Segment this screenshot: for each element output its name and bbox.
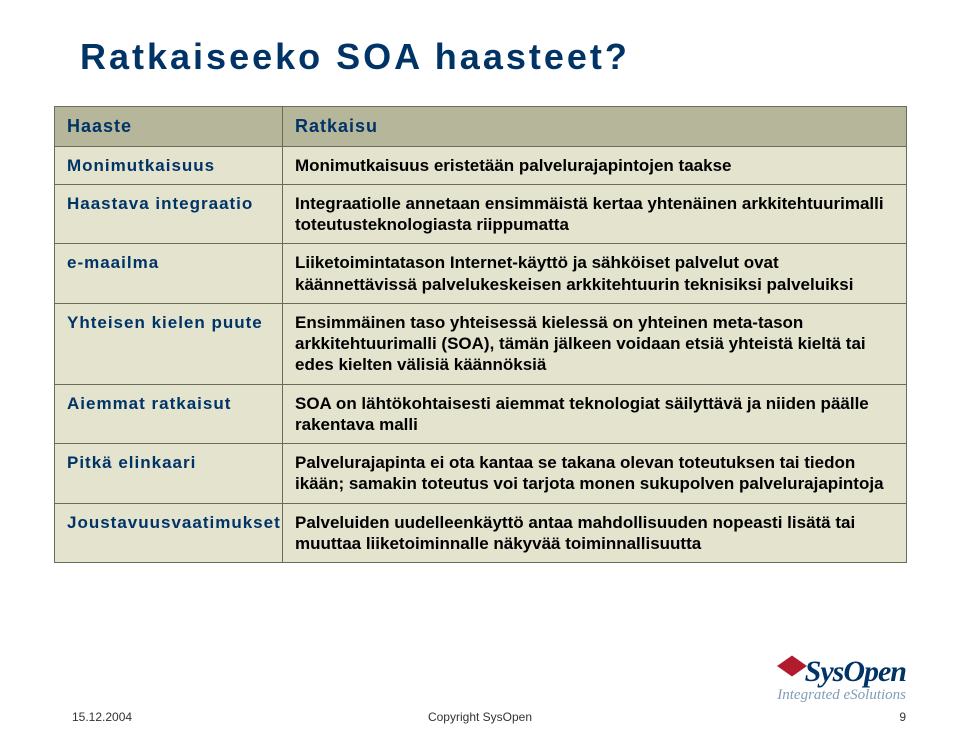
table-row: Aiemmat ratkaisut SOA on lähtökohtaisest…: [55, 384, 907, 444]
solution-cell: Palvelurajapinta ei ota kantaa se takana…: [283, 444, 907, 504]
table-header-row: Haaste Ratkaisu: [55, 107, 907, 147]
challenge-cell: Haastava integraatio: [55, 184, 283, 244]
table-row: e-maailma Liiketoimintatason Internet-kä…: [55, 244, 907, 304]
solution-cell: Integraatiolle annetaan ensimmäistä kert…: [283, 184, 907, 244]
challenge-cell: Monimutkaisuus: [55, 146, 283, 184]
challenge-cell: Joustavuusvaatimukset: [55, 503, 283, 563]
slide: Ratkaiseeko SOA haasteet? Haaste Ratkais…: [0, 0, 960, 744]
solution-cell: Ensimmäinen taso yhteisessä kielessä on …: [283, 303, 907, 384]
table-row: Joustavuusvaatimukset Palveluiden uudell…: [55, 503, 907, 563]
challenge-cell: e-maailma: [55, 244, 283, 304]
table-row: Pitkä elinkaari Palvelurajapinta ei ota …: [55, 444, 907, 504]
slide-footer: 15.12.2004 Copyright SysOpen 9: [0, 680, 960, 744]
footer-page-number: 9: [899, 710, 906, 724]
comparison-table: Haaste Ratkaisu Monimutkaisuus Monimutka…: [54, 106, 906, 563]
header-solution: Ratkaisu: [283, 107, 907, 147]
footer-copyright: Copyright SysOpen: [428, 710, 532, 724]
challenge-cell: Yhteisen kielen puute: [55, 303, 283, 384]
slide-title: Ratkaiseeko SOA haasteet?: [80, 36, 630, 78]
solution-cell: SOA on lähtökohtaisesti aiemmat teknolog…: [283, 384, 907, 444]
solution-cell: Liiketoimintatason Internet-käyttö ja sä…: [283, 244, 907, 304]
solution-cell: Palveluiden uudelleenkäyttö antaa mahdol…: [283, 503, 907, 563]
solution-cell: Monimutkaisuus eristetään palvelurajapin…: [283, 146, 907, 184]
header-challenge: Haaste: [55, 107, 283, 147]
table-row: Haastava integraatio Integraatiolle anne…: [55, 184, 907, 244]
challenge-cell: Aiemmat ratkaisut: [55, 384, 283, 444]
footer-date: 15.12.2004: [72, 710, 132, 724]
table-row: Monimutkaisuus Monimutkaisuus eristetään…: [55, 146, 907, 184]
challenge-cell: Pitkä elinkaari: [55, 444, 283, 504]
logo-cube-icon: [777, 656, 807, 677]
table-row: Yhteisen kielen puute Ensimmäinen taso y…: [55, 303, 907, 384]
